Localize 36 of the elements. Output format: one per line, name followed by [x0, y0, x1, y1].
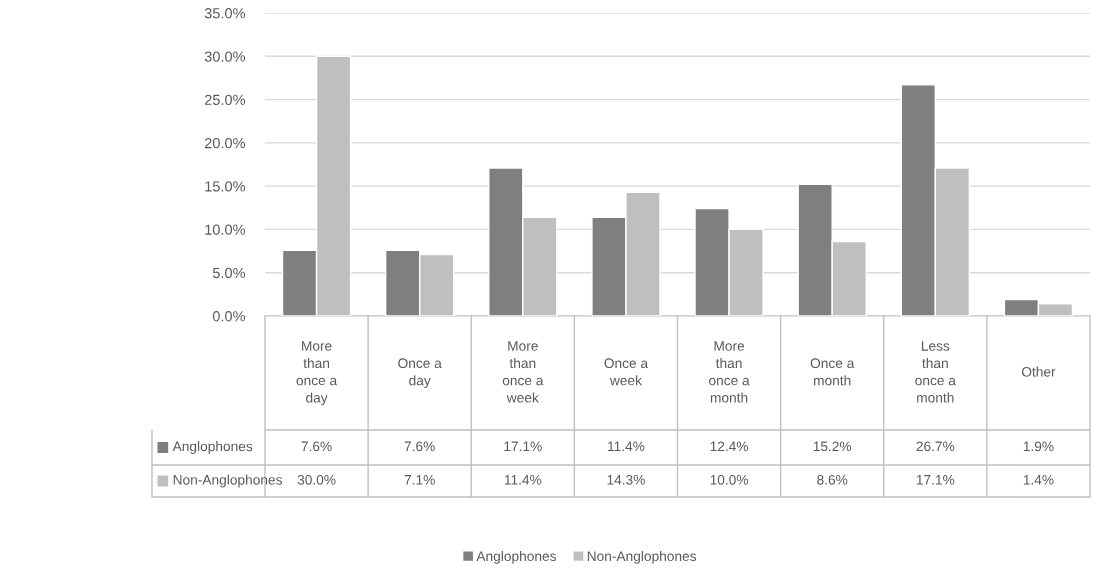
y-tick-label: 10.0% [205, 224, 246, 235]
data-label: 17.1% [504, 441, 542, 452]
data-label: 14.3% [607, 474, 645, 485]
x-tick-label: More than once a day [296, 341, 338, 406]
text: Anglophones [476, 550, 557, 564]
data-label: 1.9% [1023, 441, 1054, 452]
y-tick-label: 15.0% [205, 181, 246, 192]
legend-label: Anglophones [172, 441, 253, 454]
data-label: 7.6% [301, 441, 332, 452]
x-tick-label: More than once a month [709, 341, 750, 403]
x-tick-label: Other [1021, 366, 1056, 377]
data-label: 11.4% [608, 441, 645, 452]
y-tick-label: 25.0% [204, 94, 246, 105]
data-label: 7.1% [404, 475, 435, 485]
x-tick-label: Once a day [398, 358, 442, 389]
y-tick-label: 20.0% [204, 137, 246, 149]
data-label: 17.1% [916, 475, 955, 485]
y-tick-label: 30.0% [204, 51, 246, 62]
data-label: 8.6% [817, 474, 848, 485]
data-label: 12.4% [710, 441, 749, 452]
data-label: 26.7% [916, 441, 955, 452]
data-label: 11.4% [504, 475, 542, 485]
data-label: 7.6% [404, 441, 435, 452]
y-tick-label: 35.0% [204, 8, 246, 19]
x-tick-label: Once a month [810, 358, 855, 386]
legend-label: Non-Anglophones [173, 474, 282, 488]
x-tick-label: Less than once a month [915, 341, 956, 403]
y-tick-label: 0.0% [212, 311, 246, 322]
data-label: 15.2% [813, 441, 852, 452]
data-label: 30.0% [297, 474, 336, 485]
x-tick-label: Once a week [604, 358, 649, 386]
x-tick-label: More than once a week [502, 341, 544, 403]
data-label: 1.4% [1023, 475, 1054, 485]
text: Non-Anglophones [587, 550, 697, 564]
y-tick-label: 5.0% [212, 267, 246, 279]
data-label: 10.0% [710, 474, 749, 485]
